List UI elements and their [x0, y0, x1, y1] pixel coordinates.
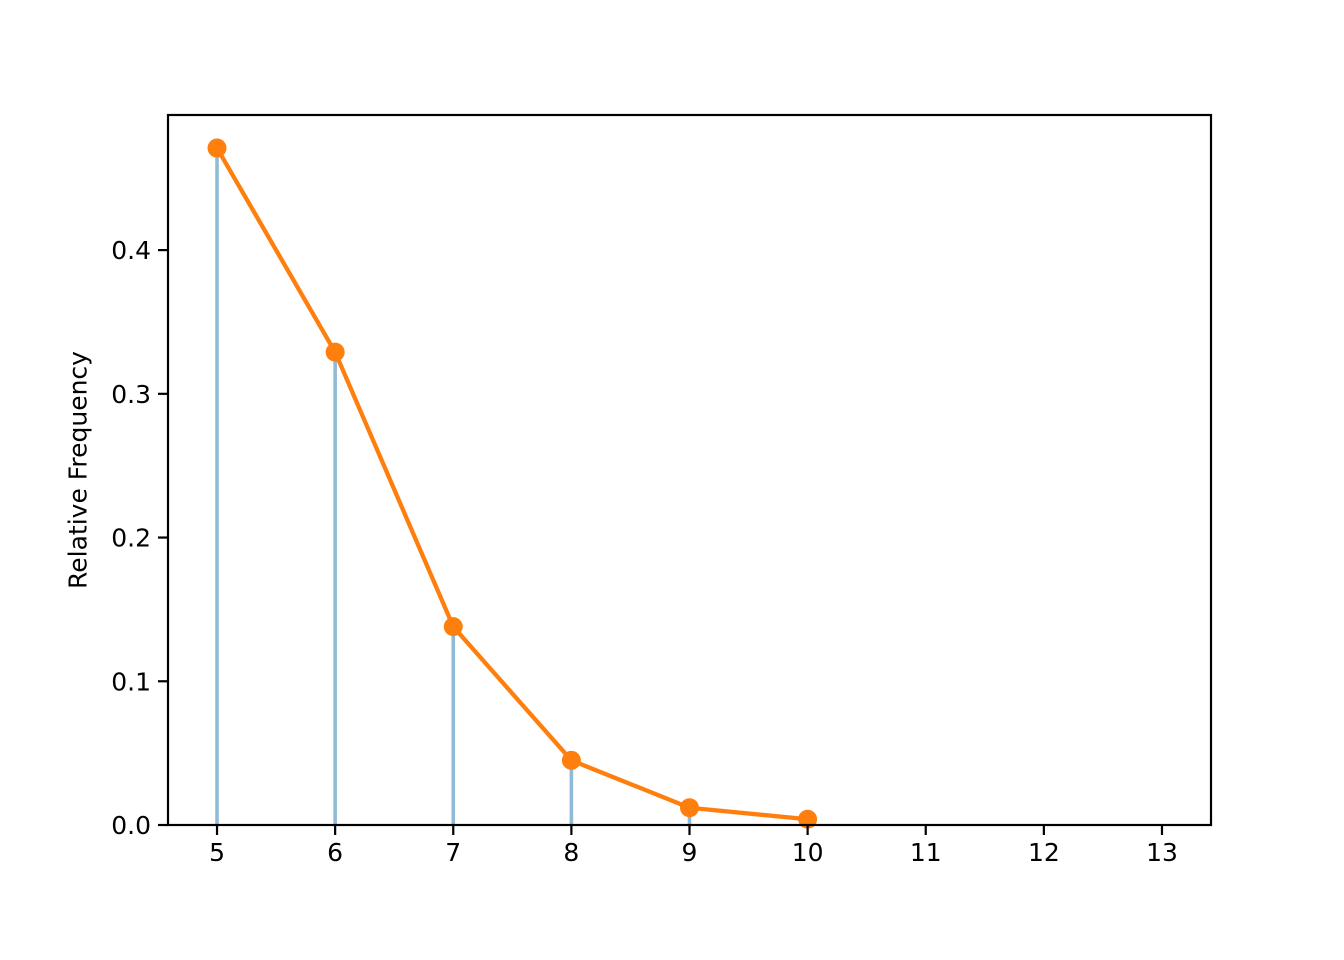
y-tick-label: 0.0 [111, 811, 151, 840]
data-point-marker [443, 617, 463, 637]
y-axis-label: Relative Frequency [63, 351, 93, 589]
x-tick-label: 5 [209, 838, 225, 867]
x-tick-label: 7 [445, 838, 461, 867]
data-point-marker [207, 138, 227, 158]
x-tick-label: 11 [910, 838, 942, 867]
data-point-marker [561, 750, 581, 770]
series-line-layer [214, 145, 810, 822]
x-tick-label: 10 [792, 838, 824, 867]
data-point-marker [680, 798, 699, 818]
y-tick-label: 0.3 [111, 380, 151, 409]
x-tick-label: 8 [563, 838, 579, 867]
x-tick-label: 9 [682, 838, 698, 867]
tick-labels-layer: 5 6 7 8 9 10 11 12 13 0.0 0.1 0.2 0.3 0.4 [111, 236, 1178, 867]
axes-spines [166, 113, 1213, 827]
y-tick-label: 0.1 [111, 667, 151, 696]
data-point-marker [325, 342, 345, 362]
data-markers-layer [207, 138, 818, 829]
y-tick-label: 0.2 [111, 524, 151, 553]
x-tick-label: 13 [1146, 838, 1178, 867]
stem-lines-layer [215, 148, 810, 825]
x-tick-label: 6 [327, 838, 343, 867]
axes-layer [166, 113, 1213, 827]
tick-marks-layer [158, 249, 1164, 835]
series-line [214, 145, 810, 822]
y-tick-label: 0.4 [111, 236, 151, 265]
x-tick-label: 12 [1028, 838, 1060, 867]
